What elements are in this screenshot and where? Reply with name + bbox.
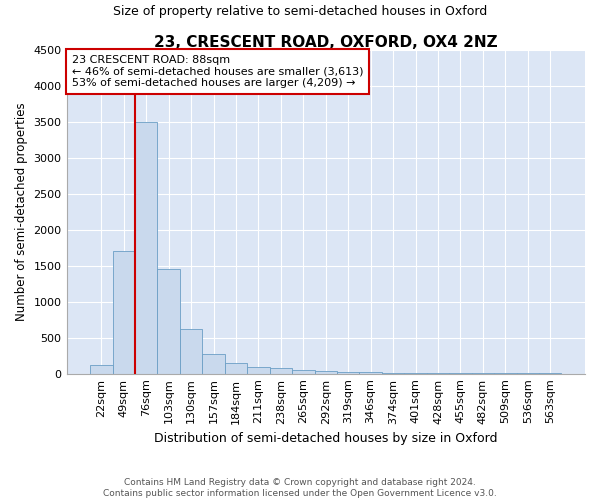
Bar (180, 329, 202, 374)
Bar (427, 373, 449, 374)
Bar (337, 372, 359, 374)
Bar (359, 372, 382, 374)
Bar (314, 371, 337, 374)
Title: 23, CRESCENT ROAD, OXFORD, OX4 2NZ: 23, CRESCENT ROAD, OXFORD, OX4 2NZ (154, 35, 497, 50)
Bar (90, 365, 113, 374)
X-axis label: Distribution of semi-detached houses by size in Oxford: Distribution of semi-detached houses by … (154, 432, 497, 445)
Bar (292, 370, 314, 374)
Bar (247, 367, 269, 374)
Text: 23 CRESCENT ROAD: 88sqm
← 46% of semi-detached houses are smaller (3,613)
53% of: 23 CRESCENT ROAD: 88sqm ← 46% of semi-de… (72, 55, 363, 88)
Bar (157, 270, 180, 374)
Bar (135, 122, 157, 374)
Bar (202, 354, 225, 374)
Text: Contains HM Land Registry data © Crown copyright and database right 2024.
Contai: Contains HM Land Registry data © Crown c… (103, 478, 497, 498)
Bar (269, 368, 292, 374)
Y-axis label: Number of semi-detached properties: Number of semi-detached properties (15, 102, 28, 321)
Bar (113, 252, 135, 374)
Bar (404, 373, 427, 374)
Text: Size of property relative to semi-detached houses in Oxford: Size of property relative to semi-detach… (113, 4, 487, 18)
Bar (382, 372, 404, 374)
Bar (225, 364, 247, 374)
